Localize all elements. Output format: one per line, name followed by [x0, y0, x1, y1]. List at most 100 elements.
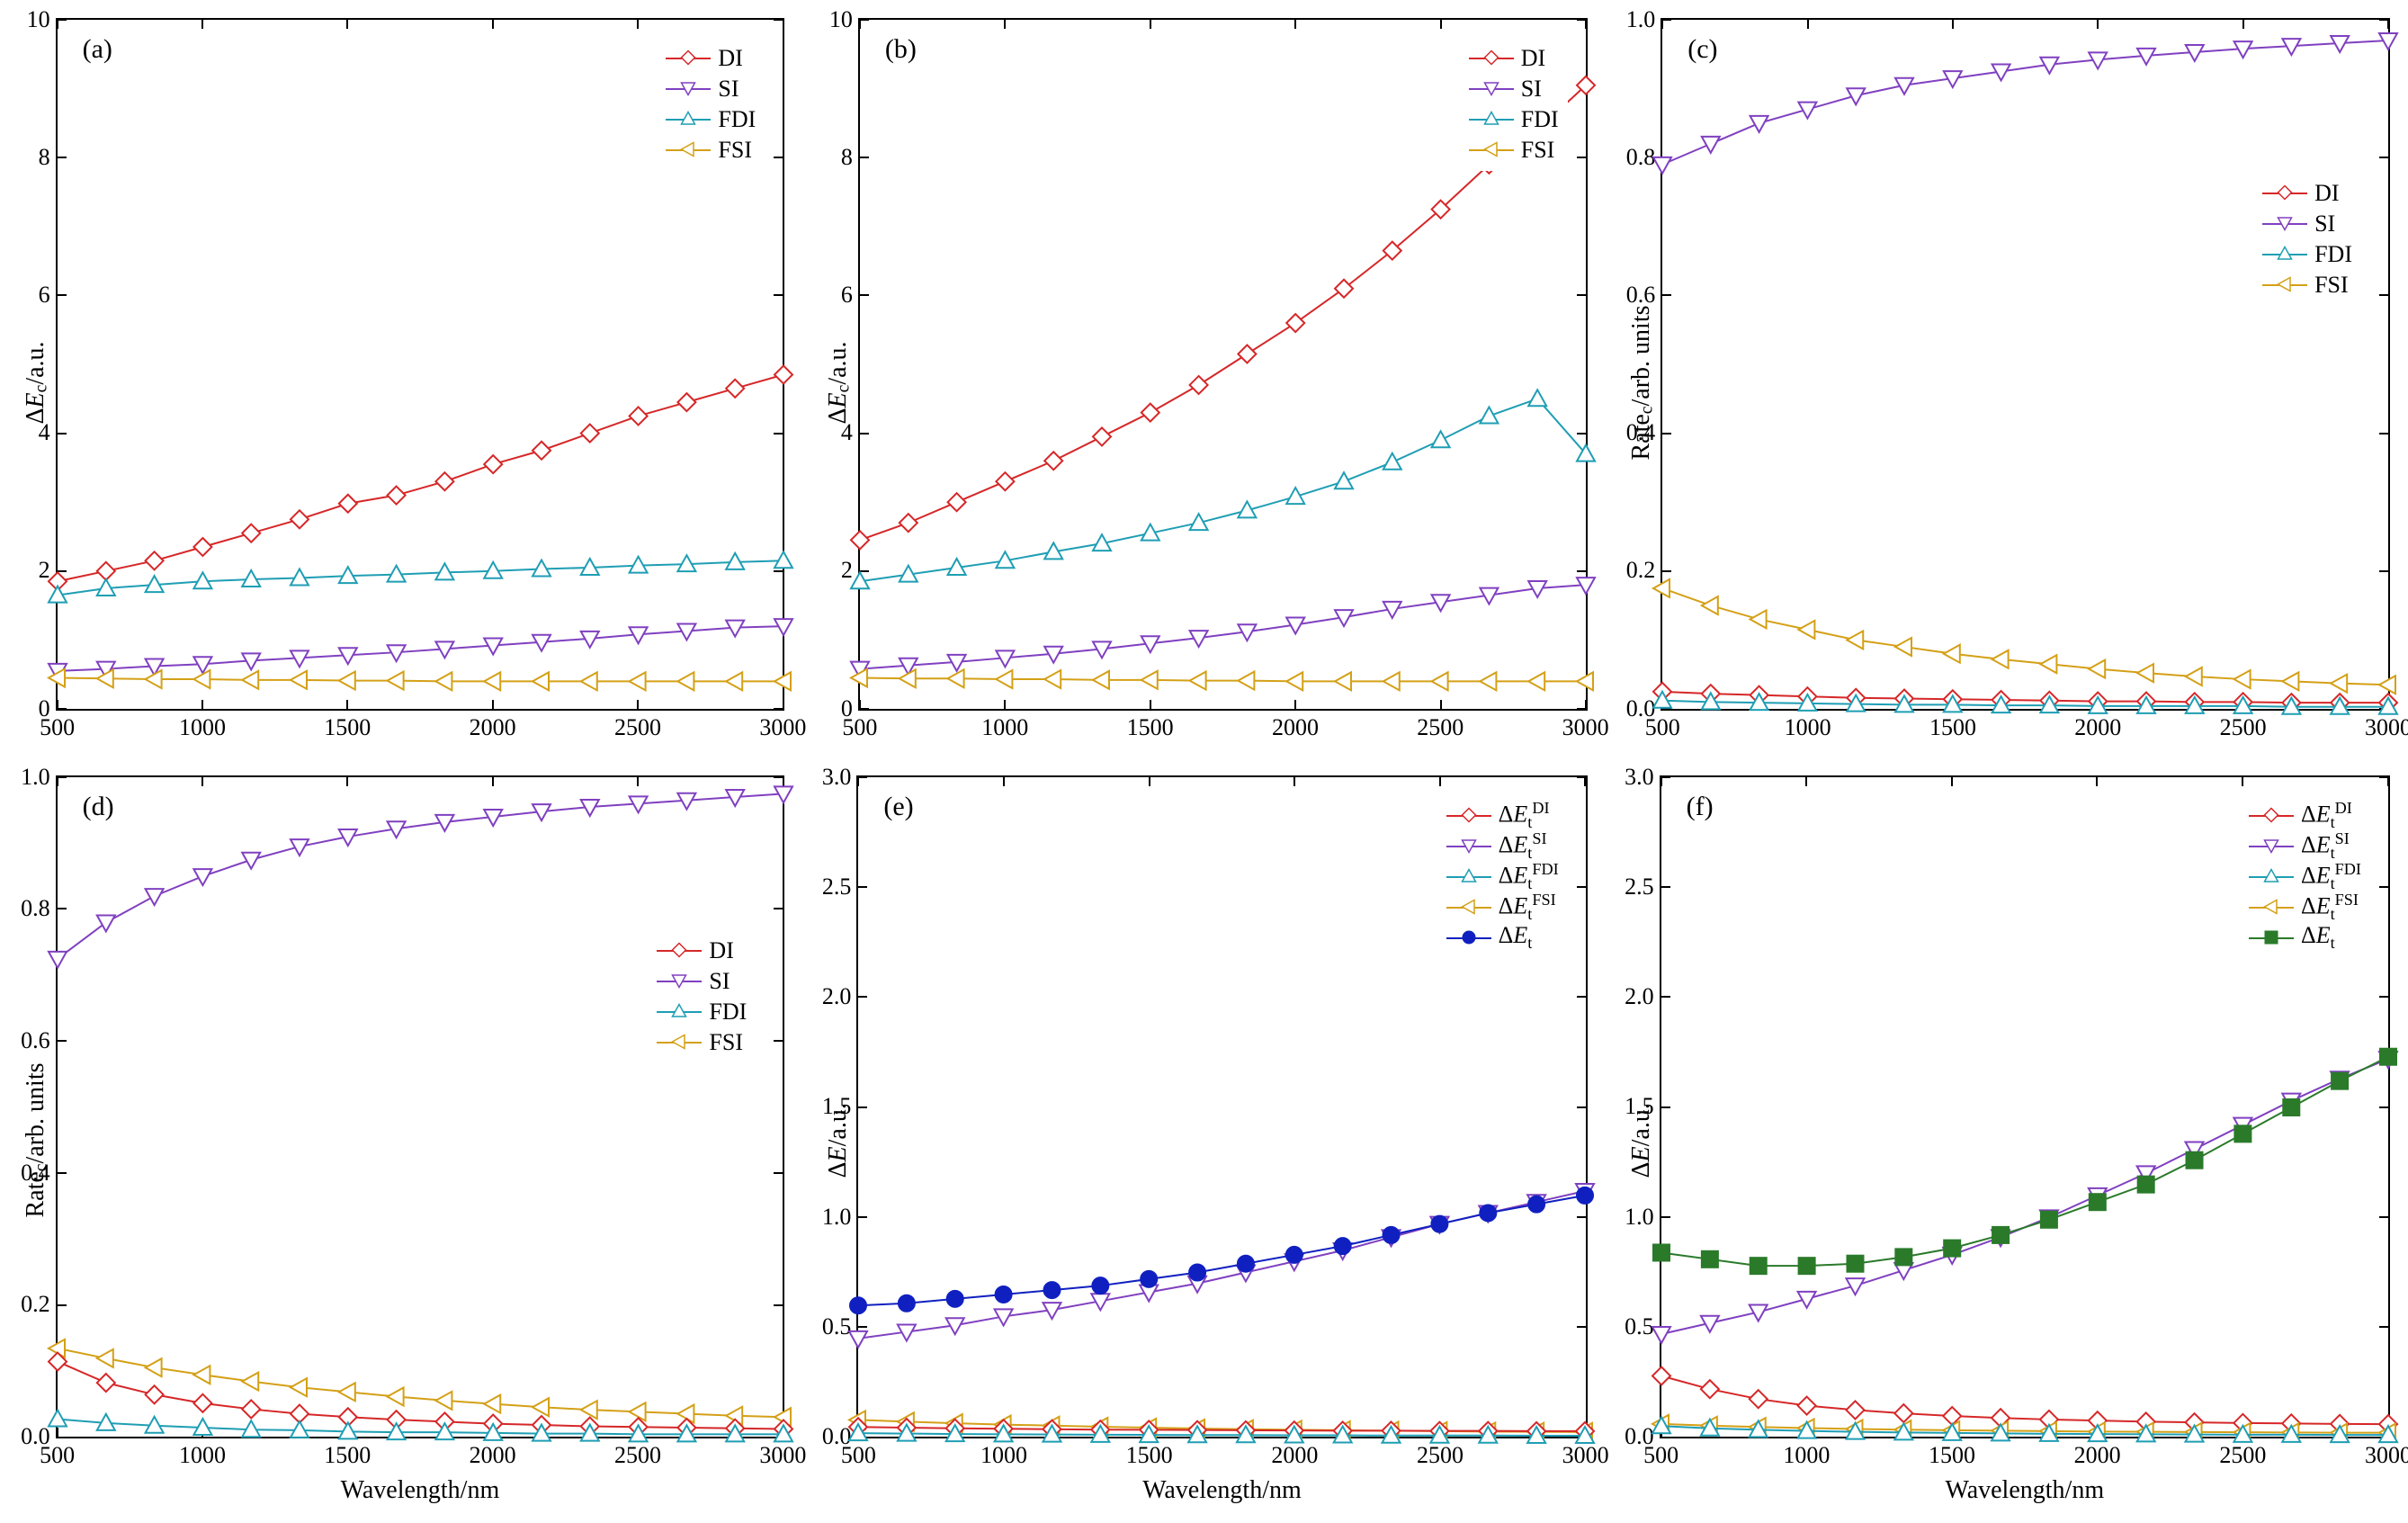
series-marker-FSI	[1432, 672, 1448, 690]
legend-label: SI	[718, 76, 739, 103]
y-tick-label: 8	[0, 144, 50, 171]
series-marker-FSI	[1190, 672, 1206, 690]
chart-panel-b: ΔEc/a.u.024681050010001500200025003000(b…	[820, 18, 1587, 748]
series-marker-DI	[948, 493, 966, 511]
legend-item: SI	[1469, 74, 1559, 104]
x-tick-label: 2000	[2074, 1442, 2121, 1469]
y-tick-label: 0.4	[0, 1160, 50, 1187]
series-marker-Et_blue	[1189, 1264, 1205, 1280]
x-tick-label: 1000	[179, 1442, 226, 1469]
y-tick-label: 1.0	[795, 1204, 851, 1231]
x-tick-label: 2500	[2219, 1442, 2266, 1469]
legend-item: FDI	[2262, 239, 2352, 270]
series-marker-FSI	[291, 671, 307, 689]
legend-label: FSI	[709, 1029, 743, 1056]
series-marker-FSI	[996, 670, 1012, 688]
series-line-SI	[1662, 40, 2388, 165]
x-tick-label: 1000	[980, 1442, 1027, 1469]
y-tick-label: 1.0	[1598, 1204, 1654, 1231]
series-marker-Et_blue	[1577, 1187, 1593, 1203]
series-marker-Et_green	[1798, 1258, 1814, 1274]
legend-label: DI	[709, 937, 733, 964]
legend-item: DI	[2262, 178, 2352, 209]
legend: ΔEtDIΔEtSIΔEtFDIΔEtFSIΔEt	[2240, 795, 2370, 959]
series-marker-FSI	[387, 672, 403, 690]
series-marker-FSI	[387, 1387, 403, 1405]
legend-label: ΔEt	[2301, 922, 2335, 953]
series-marker-FSI	[435, 1391, 452, 1409]
series-marker-FSI	[2089, 660, 2105, 678]
y-tick-label: 2.5	[1598, 873, 1654, 900]
legend: ΔEtDIΔEtSIΔEtFDIΔEtFSIΔEt	[1437, 795, 1568, 959]
series-line-FSI	[1662, 588, 2388, 685]
x-tick-label: 500	[1643, 1442, 1678, 1469]
series-marker-Et_green	[2041, 1211, 2057, 1227]
series-marker-FSI	[1335, 672, 1351, 690]
series-marker-FSI	[242, 1372, 258, 1390]
x-tick-label: 2500	[1417, 714, 1464, 741]
x-tick-label: 2000	[470, 1442, 516, 1469]
series-marker-FDI	[1335, 472, 1353, 488]
legend-label: FSI	[2314, 272, 2349, 299]
legend-label: DI	[718, 45, 742, 72]
series-marker-FSI	[1093, 671, 1109, 689]
x-tick-label: 2000	[1271, 1442, 1318, 1469]
y-tick-label: 0.4	[1599, 419, 1655, 446]
series-line-Et_blue	[858, 1195, 1585, 1304]
series-marker-Et_blue	[1481, 1205, 1497, 1221]
legend-label: ΔEtSI	[2301, 829, 2350, 863]
series-line-DI	[58, 1361, 783, 1429]
series-marker-FSI	[533, 1398, 549, 1416]
series-line-FSI	[860, 678, 1586, 682]
x-tick-label: 1500	[324, 1442, 371, 1469]
x-tick-label: 500	[40, 1442, 75, 1469]
series-marker-FSI	[1044, 670, 1061, 688]
series-line-FSI	[1661, 1423, 2388, 1432]
y-tick-label: 2	[0, 557, 50, 584]
series-line-Et_green	[1661, 1056, 2388, 1265]
y-tick-label: 2.0	[795, 983, 851, 1010]
legend-item: ΔEt	[1446, 923, 1559, 954]
series-marker-DI	[1335, 280, 1353, 298]
y-tick-label: 1.0	[0, 764, 50, 791]
series-line-FDI	[860, 399, 1586, 581]
legend-item: FSI	[2262, 270, 2352, 300]
legend: DISIFDIFSI	[648, 930, 756, 1063]
series-marker-SI	[145, 889, 163, 905]
x-tick-label: 1000	[179, 714, 226, 741]
series-marker-FSI	[2331, 675, 2347, 693]
y-tick-label: 4	[797, 419, 853, 446]
series-line-DI	[58, 374, 783, 581]
y-tick-label: 2	[797, 557, 853, 584]
series-marker-DI	[1141, 404, 1159, 422]
series-marker-FSI	[533, 672, 549, 690]
legend-item: SI	[666, 74, 756, 104]
series-marker-DI	[1749, 1390, 1767, 1408]
series-marker-DI	[435, 472, 453, 490]
series-line-FDI	[858, 1433, 1585, 1436]
series-marker-Et_green	[2332, 1072, 2348, 1088]
series-marker-DI	[1044, 452, 1062, 470]
series-marker-Et_green	[2137, 1176, 2153, 1192]
x-tick-label: 1500	[1929, 1442, 1975, 1469]
legend-label: ΔEtSI	[1499, 829, 1547, 863]
legend-item: FDI	[657, 997, 747, 1027]
legend-item: ΔEtDI	[1446, 801, 1559, 831]
series-marker-FSI	[1383, 672, 1400, 690]
y-tick-label: 0.6	[1599, 282, 1655, 309]
series-line-SI	[860, 585, 1586, 668]
series-marker-FSI	[1238, 672, 1254, 690]
series-marker-FSI	[145, 1358, 161, 1376]
plot-area: 024681050010001500200025003000(a)DISIFDI…	[56, 18, 785, 711]
series-marker-SI	[242, 852, 260, 868]
series-marker-Et_green	[1944, 1240, 1960, 1256]
legend-item: ΔEt	[2249, 923, 2361, 954]
legend-label: DI	[2314, 180, 2339, 207]
series-line-FDI	[58, 560, 783, 595]
series-marker-FSI	[1799, 621, 1815, 639]
legend-label: FSI	[718, 137, 752, 164]
series-line-SI	[58, 626, 783, 671]
series-marker-DI	[996, 472, 1014, 490]
x-tick-label: 500	[1645, 714, 1680, 741]
series-marker-Et_green	[1847, 1255, 1863, 1271]
